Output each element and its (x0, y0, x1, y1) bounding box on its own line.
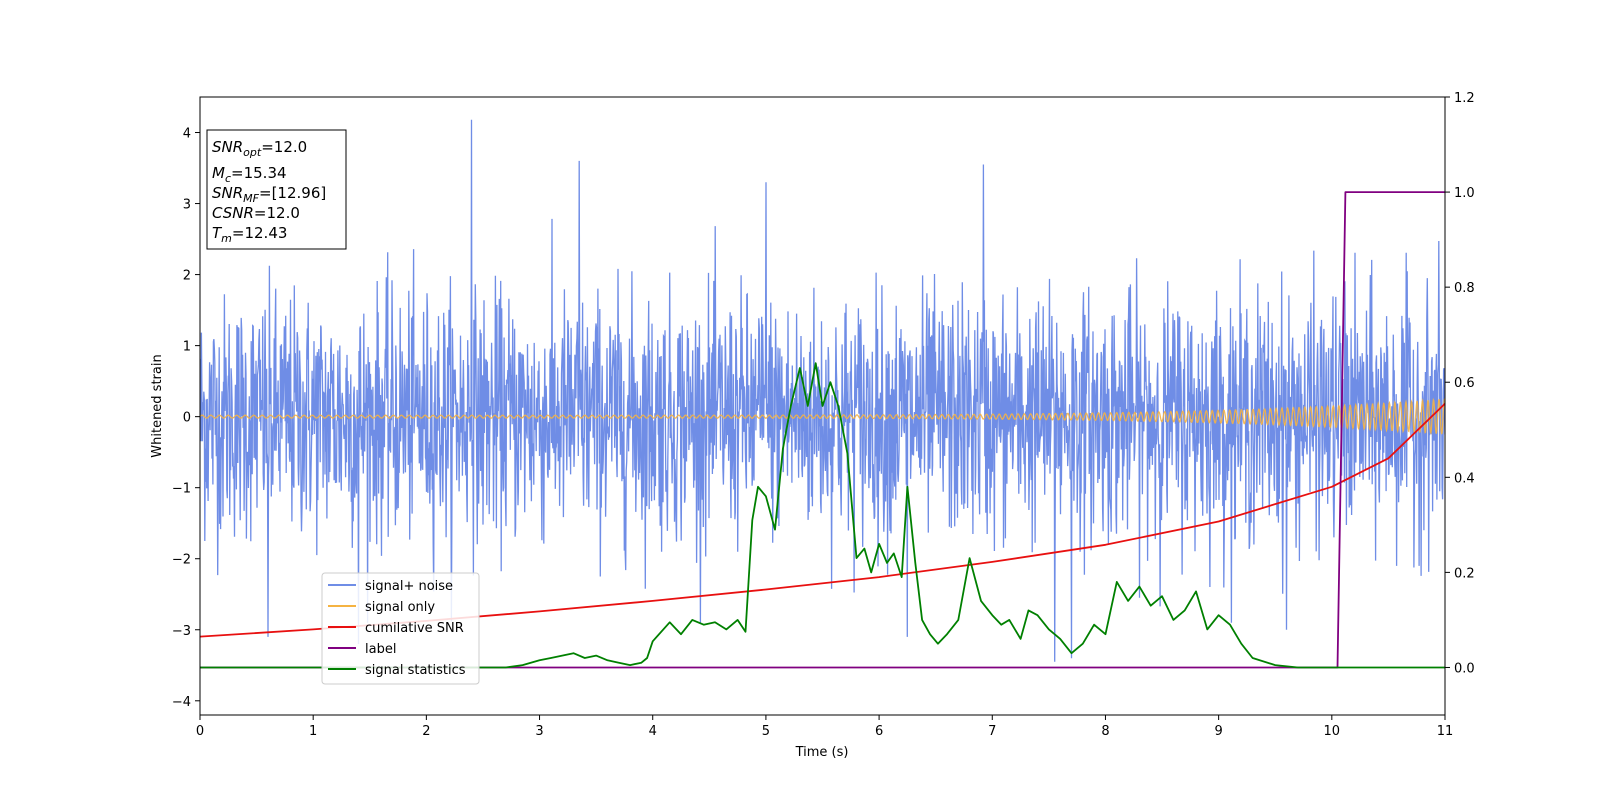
y-tick-label: 3 (183, 198, 191, 213)
y-tick-label: 1 (183, 340, 191, 355)
y-tick-label: 4 (183, 127, 191, 142)
x-tick-label: 1 (309, 724, 317, 739)
series-signal-noise (200, 119, 1445, 662)
y2-tick-label: 0.4 (1454, 471, 1475, 486)
legend-label-cumulative-snr: cumilative SNR (365, 621, 464, 636)
info-mc: Mc=15.34 (212, 164, 287, 185)
y2-tick-label: 0.2 (1454, 566, 1475, 581)
x-tick-label: 9 (1214, 724, 1222, 739)
series-signal-only (200, 396, 1445, 435)
legend-label-signal-noise: signal+ noise (365, 579, 453, 594)
y-tick-label: −1 (172, 482, 191, 497)
y2-tick-label: 0.8 (1454, 281, 1475, 296)
series-label (200, 191, 1445, 669)
x-tick-label: 4 (649, 724, 657, 739)
legend-label-label: label (365, 642, 396, 657)
x-tick-label: 2 (422, 724, 430, 739)
legend: signal+ noise signal only cumilative SNR… (321, 572, 480, 685)
info-box: SNRopt=12.0 Mc=15.34 SNRMF=[12.96] CSNR=… (206, 129, 347, 250)
legend-frame (321, 572, 480, 685)
plot-frame (199, 96, 1446, 716)
info-tm: Tm=12.43 (212, 224, 287, 245)
x-tick-label: 0 (196, 724, 204, 739)
y-tick-label: −4 (172, 695, 191, 710)
legend-label-signal-only: signal only (365, 600, 435, 615)
y2-tick-label: 0.6 (1454, 376, 1475, 391)
y-axis-label: Whitened strain (150, 354, 165, 457)
x-tick-label: 8 (1101, 724, 1109, 739)
info-snr-opt: SNRopt=12.0 (212, 138, 307, 159)
legend-label-signal-statistics: signal statistics (365, 663, 466, 678)
x-tick-label: 11 (1437, 724, 1454, 739)
y-tick-label: 0 (183, 411, 191, 426)
x-tick-label: 3 (535, 724, 543, 739)
y-tick-label: 2 (183, 269, 191, 284)
x-tick-label: 7 (988, 724, 996, 739)
x-tick-label: 5 (762, 724, 770, 739)
y-tick-label: −3 (172, 624, 191, 639)
x-tick-label: 10 (1324, 724, 1341, 739)
y2-tick-label: 1.0 (1454, 186, 1475, 201)
series-signal-statistics (200, 362, 1445, 669)
y-tick-label: −2 (172, 553, 191, 568)
info-csnr: CSNR=12.0 (212, 204, 300, 222)
x-tick-label: 6 (875, 724, 883, 739)
info-snr-mf: SNRMF=[12.96] (212, 184, 326, 205)
y2-tick-label: 1.2 (1454, 91, 1475, 106)
x-axis-label: Time (s) (795, 745, 849, 760)
ticks-layer: 0 1 2 3 4 5 6 7 8 9 10 1143210−1−2−3−41.21.00.80.60… (172, 91, 1475, 739)
info-box-frame (206, 129, 347, 250)
y2-tick-label: 0.0 (1454, 661, 1475, 676)
